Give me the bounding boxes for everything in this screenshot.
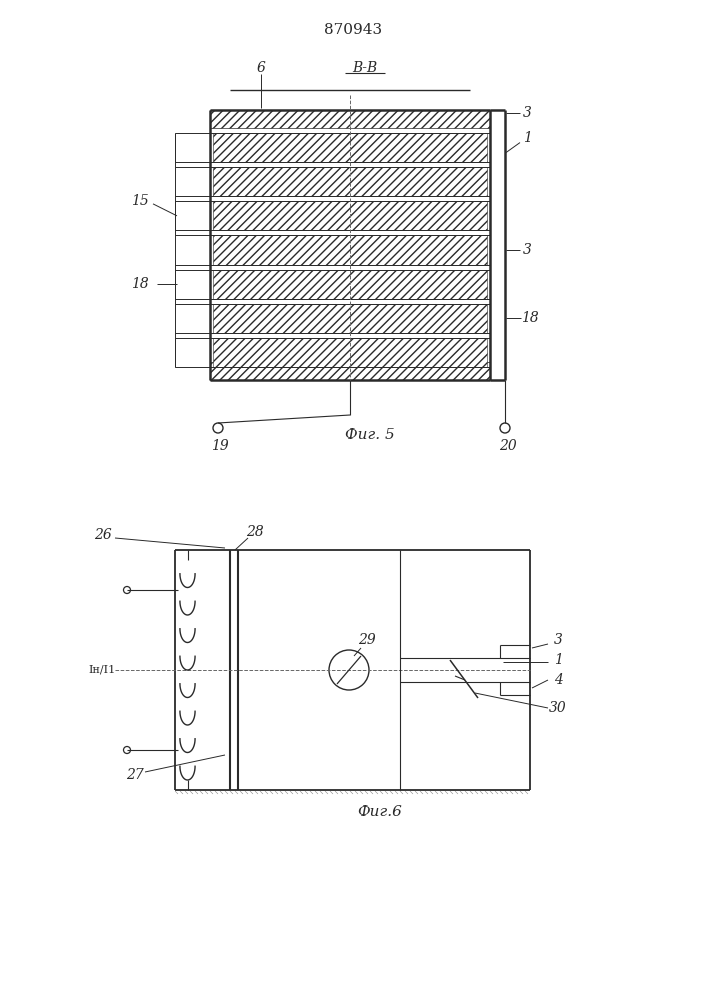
- Bar: [210, 110, 490, 128]
- Bar: [213, 304, 487, 333]
- Bar: [213, 133, 487, 162]
- Bar: [213, 167, 487, 196]
- Text: 6: 6: [257, 61, 265, 75]
- Text: 18: 18: [131, 277, 149, 291]
- Text: 19: 19: [211, 439, 229, 453]
- Text: 20: 20: [499, 439, 517, 453]
- Bar: [210, 362, 490, 380]
- Text: Фиг. 5: Фиг. 5: [345, 428, 395, 442]
- Bar: [213, 270, 487, 299]
- Text: Фиг.6: Фиг.6: [358, 805, 402, 819]
- Text: 29: 29: [358, 633, 376, 647]
- Bar: [213, 235, 487, 265]
- Text: 3: 3: [554, 633, 563, 647]
- Text: 26: 26: [94, 528, 112, 542]
- Text: 3: 3: [522, 243, 532, 257]
- Text: Iн/I1: Iн/I1: [88, 665, 116, 675]
- Text: 27: 27: [126, 768, 144, 782]
- Text: 1: 1: [522, 131, 532, 145]
- Text: В-В: В-В: [352, 61, 378, 75]
- Circle shape: [213, 423, 223, 433]
- Text: 30: 30: [549, 701, 567, 715]
- Text: 18: 18: [521, 311, 539, 325]
- Circle shape: [329, 650, 369, 690]
- Bar: [213, 338, 487, 367]
- Text: 28: 28: [246, 525, 264, 539]
- Text: 870943: 870943: [324, 23, 382, 37]
- Text: 1: 1: [554, 653, 563, 667]
- Circle shape: [124, 746, 131, 754]
- Text: 3: 3: [522, 106, 532, 120]
- Text: 15: 15: [131, 194, 149, 208]
- Text: 4: 4: [554, 673, 563, 687]
- Bar: [213, 201, 487, 230]
- Circle shape: [500, 423, 510, 433]
- Circle shape: [124, 586, 131, 593]
